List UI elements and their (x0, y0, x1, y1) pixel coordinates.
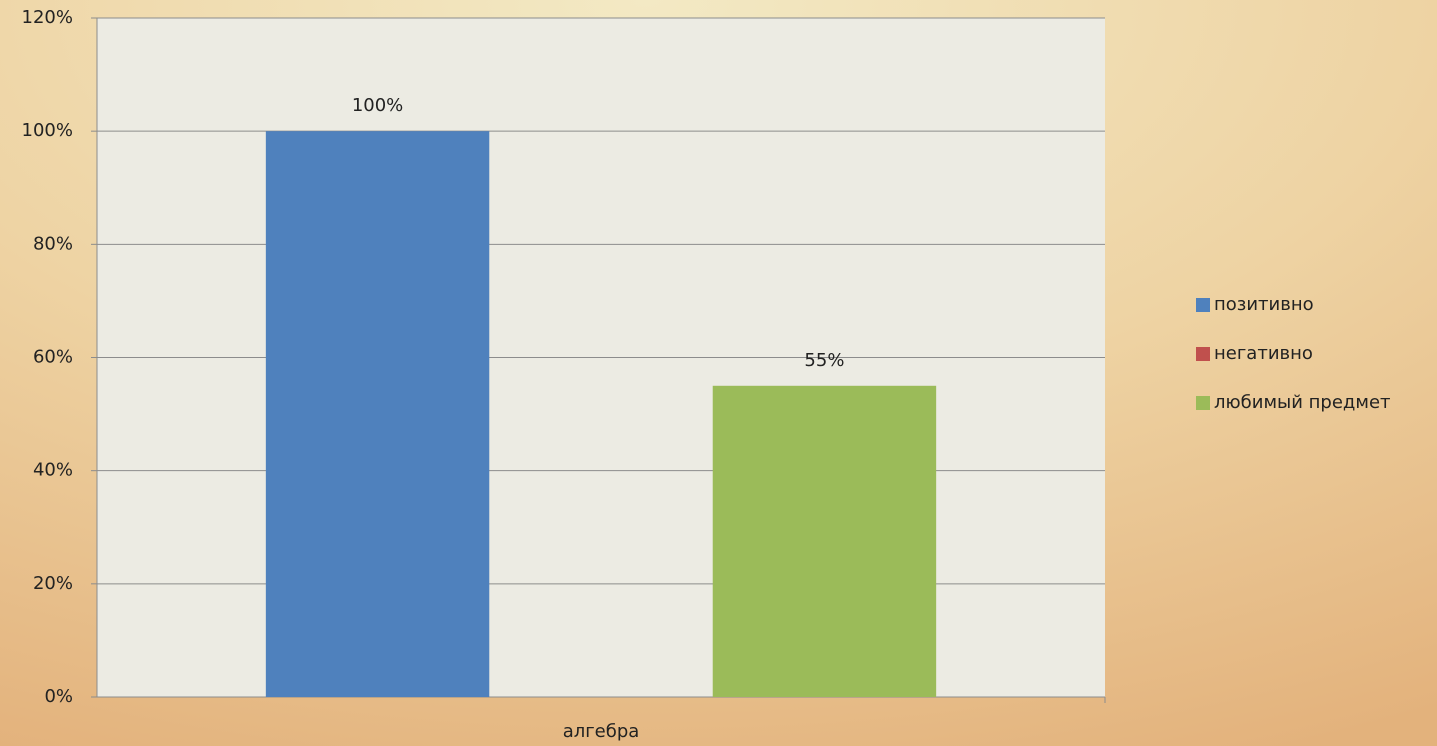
y-tick-label: 0% (44, 686, 73, 707)
legend-label: негативно (1214, 343, 1313, 364)
y-tick-label: 80% (33, 233, 73, 254)
data-label: 100% (352, 95, 403, 116)
legend-label: позитивно (1214, 294, 1314, 315)
y-tick-label: 40% (33, 460, 73, 481)
y-tick-label: 20% (33, 573, 73, 594)
legend-swatch (1196, 298, 1210, 312)
bar (712, 385, 937, 697)
y-tick-label: 120% (22, 7, 73, 28)
legend-swatch (1196, 396, 1210, 410)
data-label: 55% (804, 350, 844, 371)
x-tick-label: алгебра (563, 721, 640, 742)
y-tick-label: 100% (22, 120, 73, 141)
legend-swatch (1196, 347, 1210, 361)
legend-label: любимый предмет (1214, 392, 1391, 413)
y-tick-label: 60% (33, 347, 73, 368)
bar (265, 131, 490, 697)
